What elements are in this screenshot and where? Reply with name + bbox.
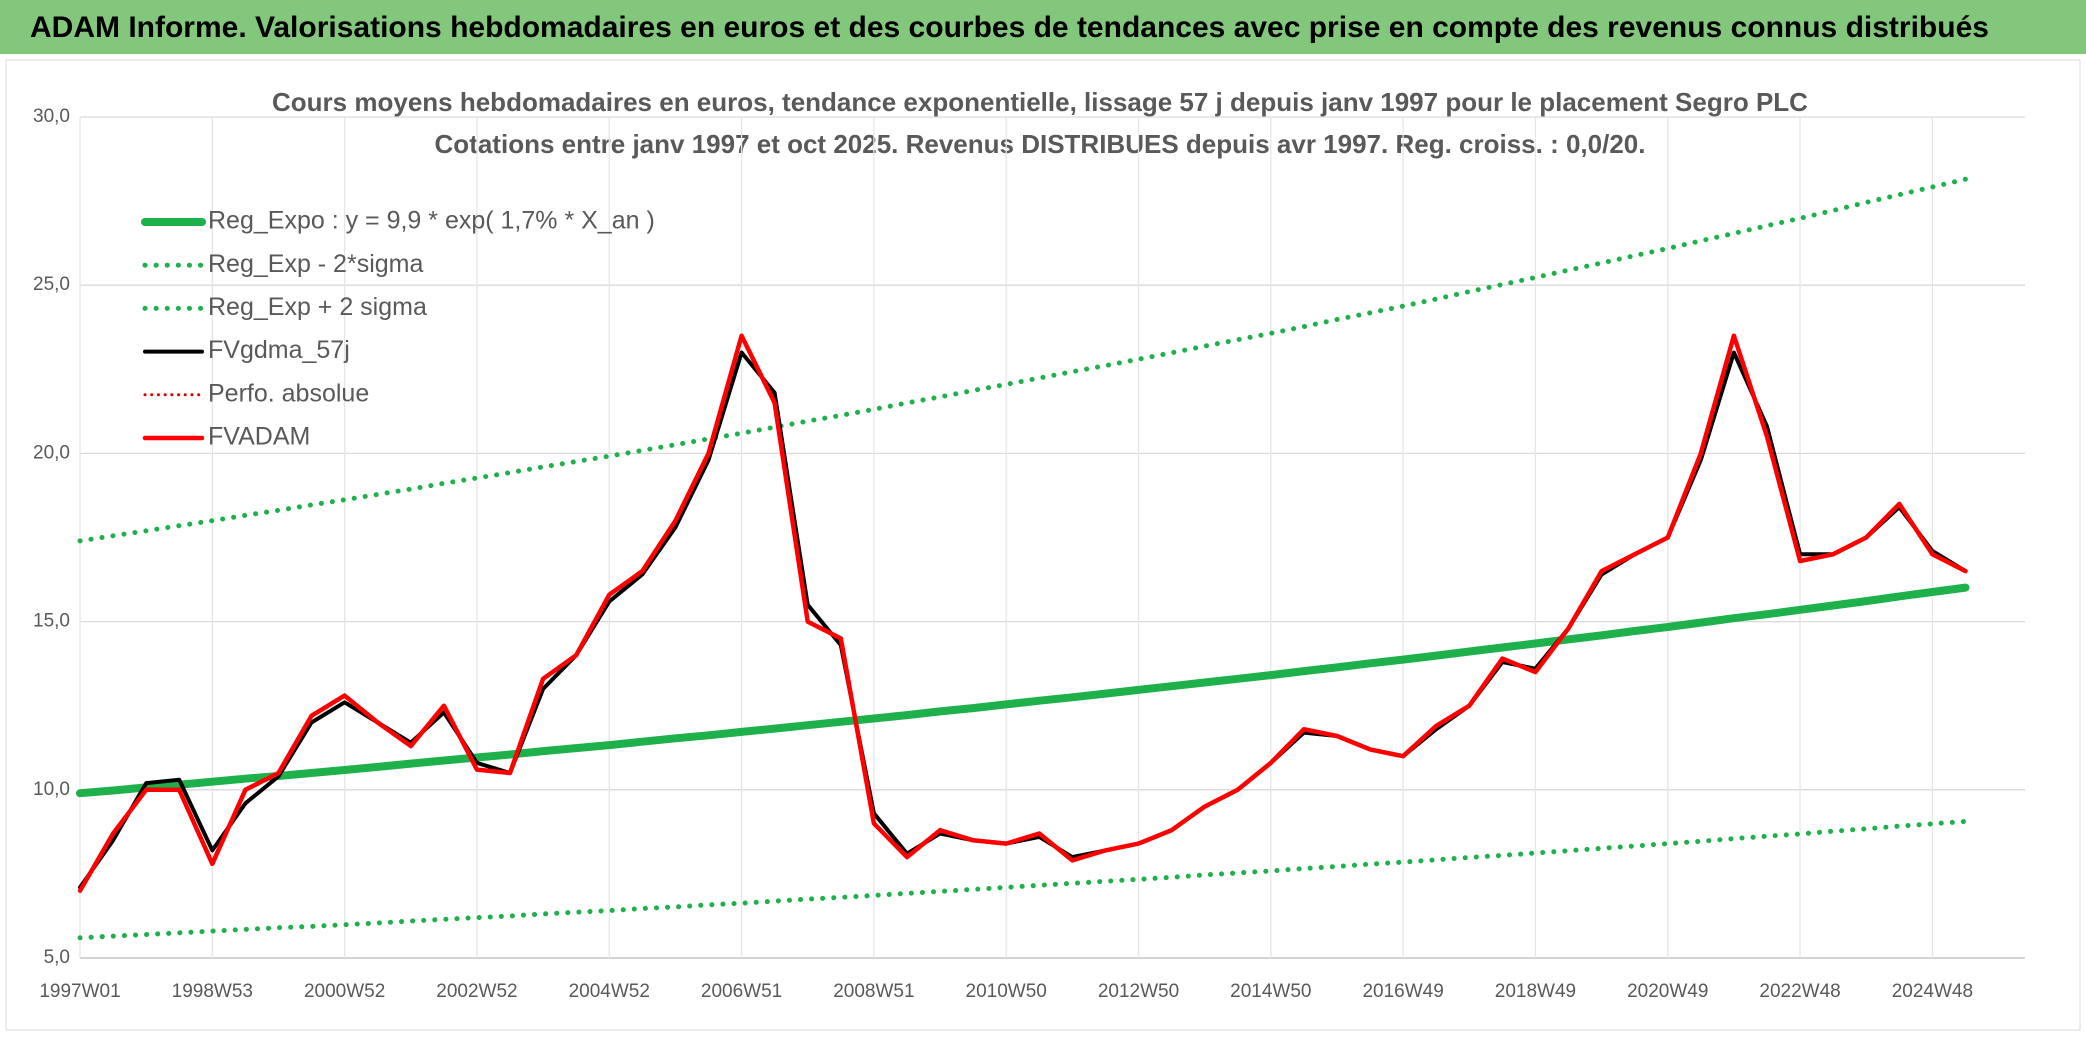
y-tick-label: 10,0 bbox=[33, 779, 70, 800]
x-tick-label: 2002W52 bbox=[436, 981, 517, 1002]
chart-frame bbox=[5, 59, 2081, 1031]
x-tick-label: 1998W53 bbox=[172, 981, 253, 1002]
legend-label: FVADAM bbox=[208, 423, 310, 451]
y-tick-label: 30,0 bbox=[33, 106, 70, 127]
x-tick-label: 2022W48 bbox=[1759, 981, 1840, 1002]
x-tick-label: 2012W50 bbox=[1098, 981, 1179, 1002]
legend-label: Reg_Expo : y = 9,9 * exp( 1,7% * X_an ) bbox=[208, 207, 655, 235]
x-tick-label: 2010W50 bbox=[966, 981, 1047, 1002]
y-tick-label: 20,0 bbox=[33, 442, 70, 463]
x-tick-label: 1997W01 bbox=[39, 981, 120, 1002]
legend-label: FVgdma_57j bbox=[208, 336, 350, 364]
x-tick-label: 2004W52 bbox=[569, 981, 650, 1002]
x-tick-label: 2024W48 bbox=[1892, 981, 1973, 1002]
y-tick-label: 5,0 bbox=[44, 947, 70, 968]
chart-title: Cours moyens hebdomadaires en euros, ten… bbox=[272, 87, 1808, 117]
y-tick-label: 25,0 bbox=[33, 274, 70, 295]
series-line bbox=[78, 334, 1967, 893]
series-line bbox=[78, 350, 1968, 890]
x-tick-label: 2000W52 bbox=[304, 981, 385, 1002]
x-tick-label: 2018W49 bbox=[1495, 981, 1576, 1002]
header-title: ADAM Informe. Valorisations hebdomadaire… bbox=[30, 11, 1989, 44]
x-tick-label: 2008W51 bbox=[833, 981, 914, 1002]
series-line bbox=[77, 333, 1968, 893]
series-line bbox=[77, 176, 1968, 544]
legend-label: Perfo. absolue bbox=[208, 379, 369, 407]
header-bar bbox=[0, 0, 2086, 54]
chart-subtitle: Cotations entre janv 1997 et oct 2025. R… bbox=[435, 129, 1646, 159]
legend-label: Reg_Exp - 2*sigma bbox=[208, 250, 423, 278]
legend-label: Reg_Exp + 2 sigma bbox=[208, 293, 427, 321]
y-tick-label: 15,0 bbox=[33, 611, 70, 632]
series-line bbox=[76, 583, 1970, 798]
x-tick-label: 2020W49 bbox=[1627, 981, 1708, 1002]
x-tick-label: 2006W51 bbox=[701, 981, 782, 1002]
x-tick-label: 2014W50 bbox=[1230, 981, 1311, 1002]
x-tick-label: 2016W49 bbox=[1362, 981, 1443, 1002]
series-line bbox=[77, 818, 1968, 941]
